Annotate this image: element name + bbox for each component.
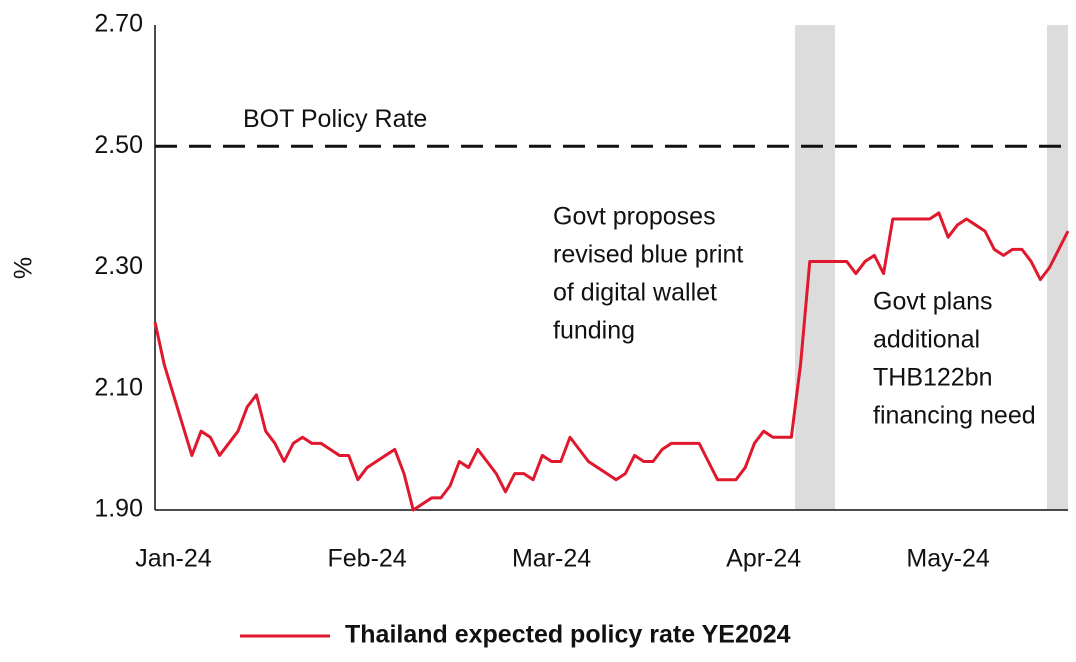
annotation: Govt proposes	[553, 203, 716, 231]
y-tick-label: 1.90	[94, 495, 143, 523]
shaded-period	[795, 25, 835, 510]
x-tick-label: Jan-24	[135, 545, 212, 573]
x-tick-label: Mar-24	[512, 545, 591, 573]
x-tick-label: Apr-24	[726, 545, 801, 573]
y-tick-label: 2.50	[94, 131, 143, 159]
y-tick-label: 2.70	[94, 10, 143, 38]
annotation: revised blue print	[553, 241, 743, 269]
y-axis-label: %	[10, 257, 38, 279]
annotation: additional	[873, 326, 980, 354]
line-series	[153, 211, 1070, 512]
annotation: funding	[553, 317, 635, 345]
annotation: Govt plans	[873, 288, 993, 316]
legend-label: Thailand expected policy rate YE2024	[345, 621, 791, 649]
x-tick-label: May-24	[906, 545, 989, 573]
x-tick-label: Feb-24	[328, 545, 407, 573]
annotation: financing need	[873, 402, 1036, 430]
y-tick-label: 2.30	[94, 252, 143, 280]
y-tick-label: 2.10	[94, 373, 143, 401]
reference-label: BOT Policy Rate	[243, 105, 427, 133]
annotation: of digital wallet	[553, 279, 717, 307]
annotation: THB122bn	[873, 364, 993, 392]
